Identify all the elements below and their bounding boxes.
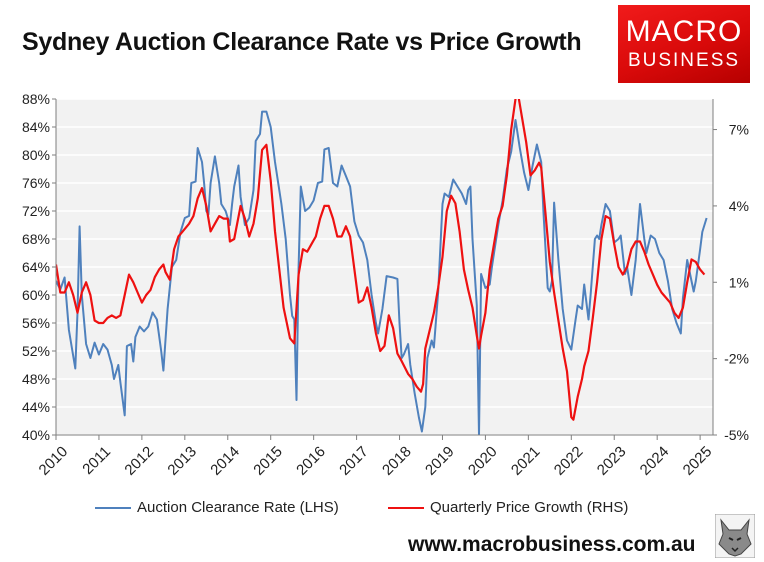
y-left-tick-label: 48%: [22, 371, 50, 387]
y-left-tick-label: 64%: [22, 259, 50, 275]
x-tick-label: 2022: [551, 443, 587, 479]
series-layer: [56, 99, 708, 435]
y-right-tick-label: 7%: [729, 122, 749, 138]
y-axis-left: 40% 44% 48% 52% 56% 60% 64% 68% 72% 76% 80% 84% 88%: [22, 91, 56, 443]
legend-item-clearance: Auction Clearance Rate (LHS): [95, 499, 339, 516]
x-tick-label: 2011: [79, 443, 114, 478]
y-left-tick-label: 40%: [22, 427, 50, 443]
y-right-tick-label: 4%: [729, 198, 749, 214]
x-axis: 2010 2011 2012 2013 2014 2015 2016 2017 2018 2019…: [36, 435, 716, 479]
x-tick-label: 2012: [121, 443, 157, 479]
x-tick-label: 2021: [508, 443, 544, 479]
y-left-tick-label: 60%: [22, 287, 50, 303]
x-tick-label: 2014: [207, 443, 243, 479]
website-url: www.macrobusiness.com.au: [408, 533, 696, 556]
logo-line-1: MACRO: [625, 15, 743, 48]
y-left-tick-label: 52%: [22, 343, 50, 359]
y-axis-right: -5% -2% 1% 4% 7%: [713, 122, 749, 443]
x-tick-label: 2013: [164, 443, 200, 479]
macrobusiness-logo: MACRO BUSINESS: [618, 5, 750, 83]
y-left-tick-label: 84%: [22, 119, 50, 135]
x-tick-label: 2023: [594, 443, 630, 479]
x-tick-label: 2017: [336, 443, 372, 479]
legend-swatch-clearance: [95, 507, 131, 510]
x-tick-label: 2018: [379, 443, 415, 479]
legend-swatch-price-growth: [388, 507, 424, 510]
y-right-tick-label: -5%: [724, 427, 749, 443]
legend-item-price-growth: Quarterly Price Growth (RHS): [388, 499, 628, 516]
y-left-tick-label: 88%: [22, 91, 50, 107]
y-left-tick-label: 44%: [22, 399, 50, 415]
x-tick-label: 2019: [422, 443, 458, 479]
y-right-tick-label: -2%: [724, 351, 749, 367]
chart-svg: 40%44%48%52%56%60%64%68%72%76%80%84%88% …: [22, 91, 749, 479]
x-tick-label: 2024: [637, 443, 673, 479]
chart-title: Sydney Auction Clearance Rate vs Price G…: [22, 28, 582, 56]
legend-label-clearance: Auction Clearance Rate (LHS): [137, 499, 339, 516]
x-tick-label: 2020: [465, 443, 501, 479]
y-left-tick-label: 68%: [22, 231, 50, 247]
wolf-icon: [715, 514, 755, 558]
series-line-price-growth: [56, 99, 706, 421]
legend-label-price-growth: Quarterly Price Growth (RHS): [430, 499, 629, 516]
logo-line-2: BUSINESS: [627, 50, 741, 71]
x-tick-label: 2016: [293, 443, 329, 479]
y-left-tick-label: 72%: [22, 203, 50, 219]
series-line-clearance-rate: [56, 110, 708, 435]
y-left-tick-label: 76%: [22, 175, 50, 191]
y-left-tick-label: 80%: [22, 147, 50, 163]
x-tick-label: 2010: [36, 443, 72, 479]
y-right-tick-label: 1%: [729, 274, 749, 290]
x-tick-label: 2015: [250, 443, 286, 479]
x-tick-label: 2025: [680, 443, 716, 479]
y-left-tick-label: 56%: [22, 315, 50, 331]
